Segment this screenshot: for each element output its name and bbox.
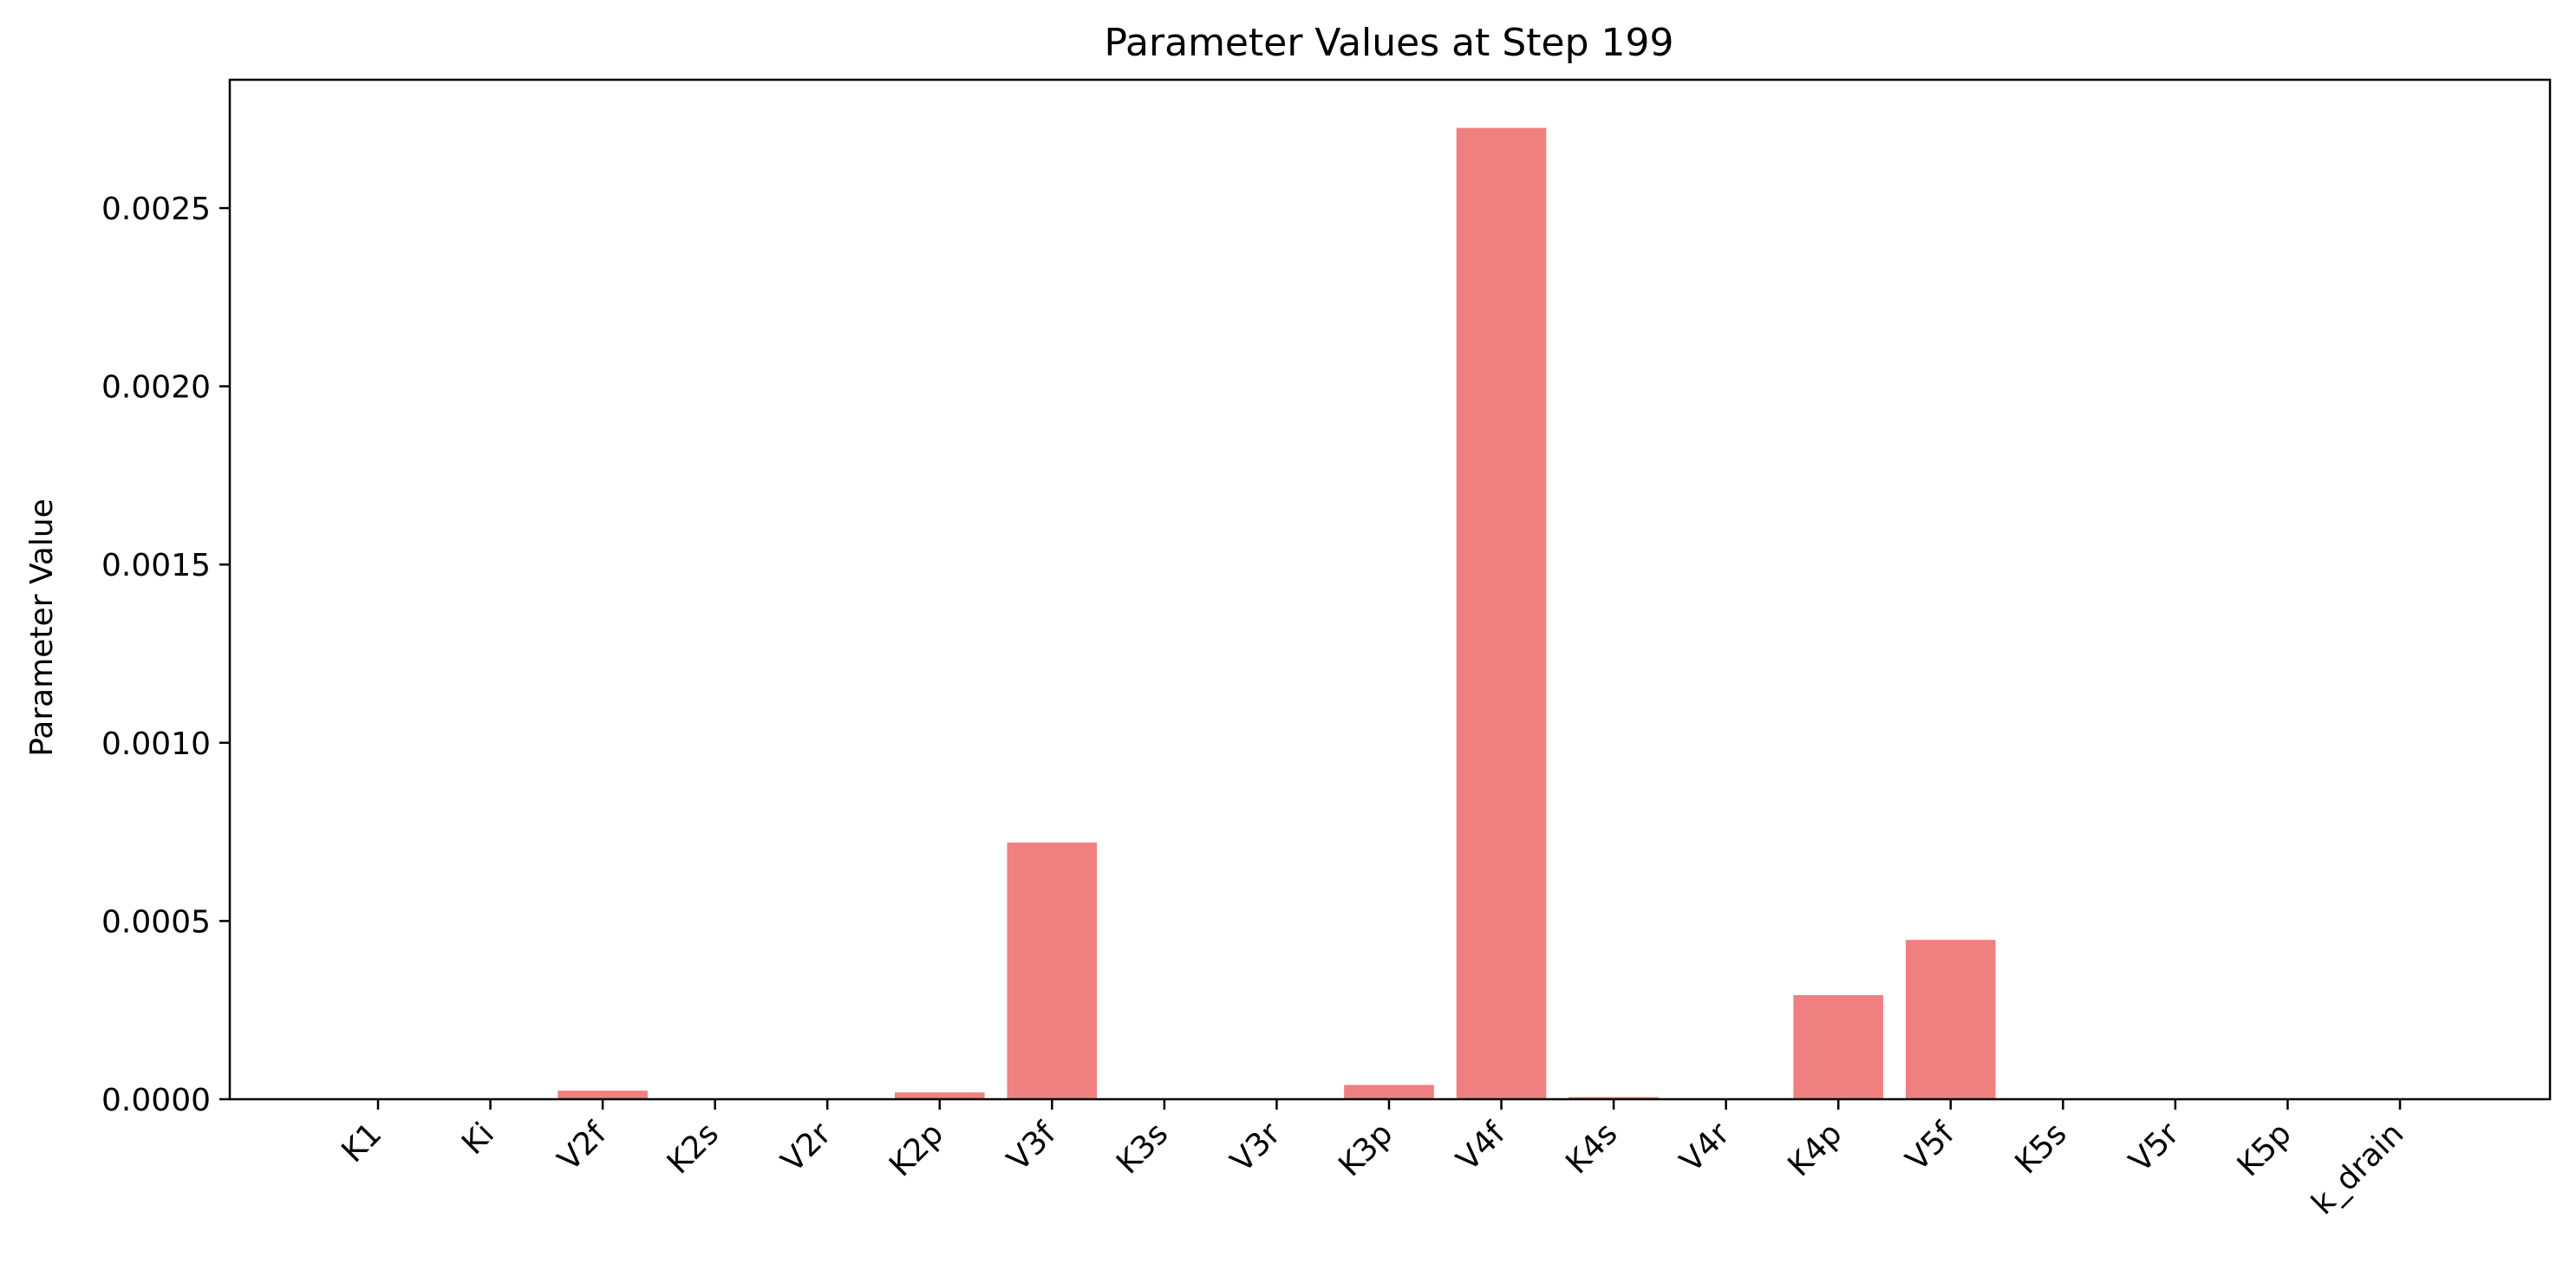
x-tick-label: K5p [2231, 1116, 2299, 1183]
x-tick-label: V2r [775, 1116, 838, 1179]
x-tick-label: V4f [1450, 1115, 1513, 1178]
y-tick-label: 0.0020 [101, 370, 211, 406]
x-tick-label: K2p [883, 1116, 950, 1183]
bars-group [558, 127, 1996, 1099]
x-tick-label: K1 [335, 1116, 388, 1169]
y-axis-label: Parameter Value [24, 498, 60, 757]
y-tick-label: 0.0005 [101, 904, 211, 940]
bar-k3p [1344, 1084, 1434, 1099]
bar-v3f [1007, 842, 1098, 1099]
x-tick-label: V2f [551, 1115, 615, 1178]
bar-v4f [1456, 127, 1547, 1099]
bar-v5f [1905, 940, 1996, 1099]
x-tick-label: k_drain [2305, 1116, 2410, 1221]
y-tick-label: 0.0025 [101, 192, 211, 227]
plot-frame [228, 78, 2552, 1101]
x-tick-label: Ki [455, 1116, 501, 1162]
x-tick-label: V5r [2123, 1116, 2186, 1179]
x-tick-label: V4r [1673, 1116, 1737, 1179]
x-tick-label: K5s [2009, 1116, 2074, 1181]
chart-title: Parameter Values at Step 199 [1105, 21, 1674, 65]
x-tick-label: K2s [661, 1116, 726, 1181]
bar-k4p [1793, 994, 1884, 1099]
x-axis-ticks: K1 Ki V2f K2s V2r K2p V3f K3s V3r K3p V4f K4s V4r K4p… [335, 1099, 2410, 1221]
x-tick-label: V5f [1900, 1115, 1963, 1178]
x-tick-label: V3f [1001, 1115, 1064, 1178]
y-tick-label: 0.0010 [101, 726, 211, 762]
y-axis-ticks: 0.0000 0.0005 0.0010 0.0015 0.0020 0.0025 [101, 192, 230, 1118]
x-tick-label: K3s [1110, 1116, 1175, 1181]
bar-v2f [558, 1091, 648, 1099]
x-tick-label: K4s [1559, 1116, 1624, 1181]
x-tick-label: K3p [1332, 1116, 1399, 1183]
y-tick-label: 0.0000 [101, 1083, 211, 1118]
x-tick-label: K4p [1782, 1116, 1849, 1183]
y-tick-label: 0.0015 [101, 548, 211, 583]
x-tick-label: V3r [1224, 1116, 1288, 1179]
bar-k2p [894, 1092, 985, 1099]
